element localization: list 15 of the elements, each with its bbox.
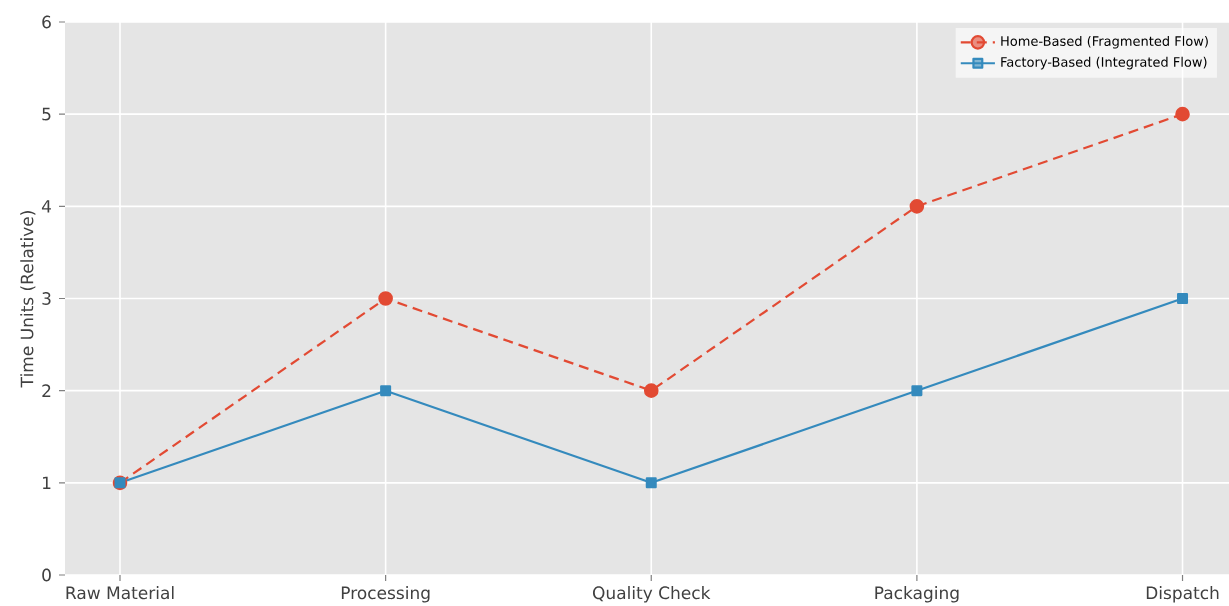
x-tick-label: Quality Check bbox=[592, 586, 711, 603]
y-tick-label: 1 bbox=[43, 476, 51, 490]
x-tick-label: Raw Material bbox=[66, 586, 174, 600]
y-tick-label: 0 bbox=[42, 568, 51, 582]
legend-label: Factory-Based (Integrated Flow) bbox=[1001, 56, 1207, 70]
x-tick-label: Packaging bbox=[875, 586, 959, 603]
legend-label: Home-Based (Fragmented Flow) bbox=[1001, 35, 1208, 49]
x-tick-label: Processing bbox=[341, 586, 430, 603]
y-tick-label: 2 bbox=[42, 384, 51, 397]
y-tick-label: 3 bbox=[42, 292, 51, 305]
y-tick-label: 6 bbox=[42, 15, 51, 29]
y-tick-label: 5 bbox=[42, 107, 51, 121]
y-tick-label: 4 bbox=[41, 200, 51, 213]
y-axis-title: Time Units (Relative) bbox=[20, 211, 36, 388]
x-tick-label: Dispatch bbox=[1146, 586, 1219, 603]
